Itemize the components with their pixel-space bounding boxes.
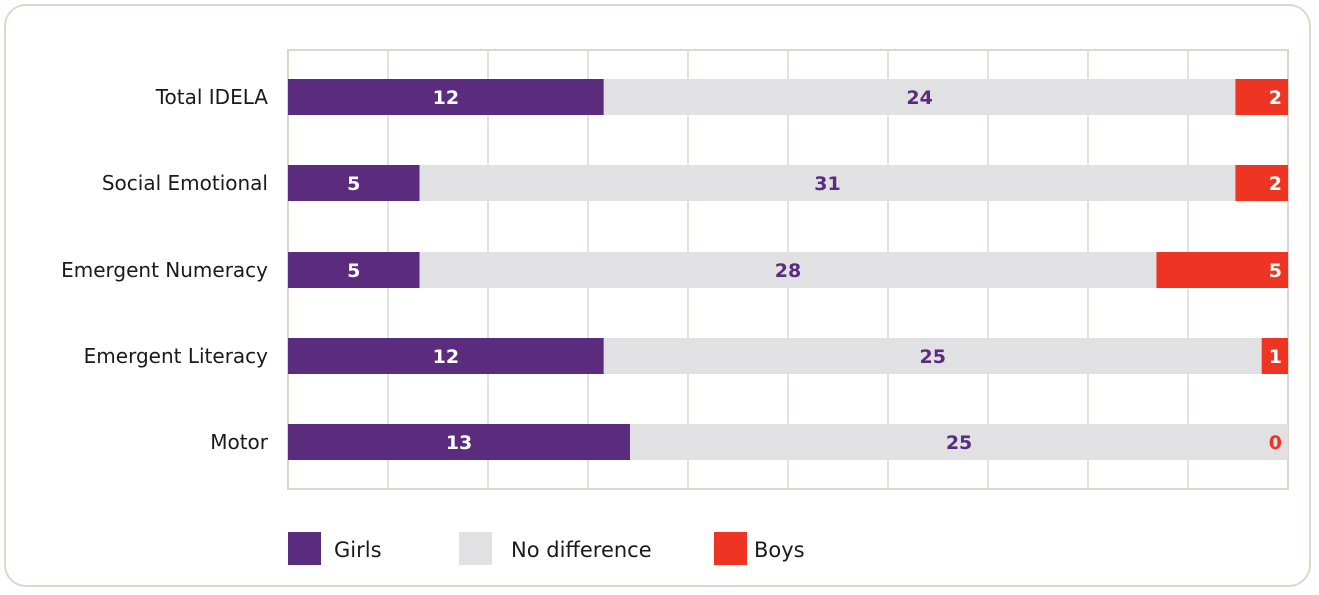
bar-boys xyxy=(1156,252,1288,288)
data-label: 5 xyxy=(347,260,360,282)
legend-label: Boys xyxy=(754,538,805,562)
category-label: Total IDELA xyxy=(155,85,269,109)
data-label: 12 xyxy=(433,87,459,109)
bar-girls xyxy=(288,252,420,288)
bar-girls xyxy=(288,79,604,115)
data-label: 12 xyxy=(433,346,459,368)
legend-label: No difference xyxy=(511,538,652,562)
data-label: 31 xyxy=(814,173,840,195)
bar-no-difference xyxy=(419,252,1157,288)
data-label: 5 xyxy=(1269,260,1282,282)
legend-swatch xyxy=(288,532,321,565)
bar-girls xyxy=(288,165,420,201)
bar-girls xyxy=(288,338,604,374)
bar-boys xyxy=(1261,338,1288,374)
chart-legend: Girls No difference Boys xyxy=(288,532,805,565)
data-label: 25 xyxy=(920,346,946,368)
data-label: 28 xyxy=(775,260,801,282)
data-label: 2 xyxy=(1269,173,1282,195)
bar-no-difference xyxy=(419,165,1236,201)
category-label: Motor xyxy=(210,430,269,454)
bar-girls xyxy=(288,424,631,460)
chart-bars: 12 24 25 31 25 28 512 25 113 25 0 xyxy=(288,79,1288,460)
bar-no-difference xyxy=(630,424,1288,460)
bar-no-difference xyxy=(603,79,1236,115)
category-label: Social Emotional xyxy=(102,171,268,195)
data-label: 25 xyxy=(946,432,972,454)
bar-boys xyxy=(1235,165,1288,201)
data-label: 5 xyxy=(347,173,360,195)
bar-no-difference xyxy=(603,338,1262,374)
category-label: Emergent Numeracy xyxy=(61,258,268,282)
legend-label: Girls xyxy=(334,538,382,562)
legend-swatch xyxy=(714,532,747,565)
data-label: 24 xyxy=(906,87,932,109)
category-labels: Total IDELA Social Emotional Emergent Nume… xyxy=(61,85,269,454)
data-label: 2 xyxy=(1269,87,1282,109)
data-label: 13 xyxy=(446,432,472,454)
data-label: 0 xyxy=(1269,432,1282,454)
bar-boys xyxy=(1235,79,1288,115)
data-label: 1 xyxy=(1269,346,1282,368)
legend-swatch xyxy=(459,532,492,565)
category-label: Emergent Literacy xyxy=(84,344,268,368)
